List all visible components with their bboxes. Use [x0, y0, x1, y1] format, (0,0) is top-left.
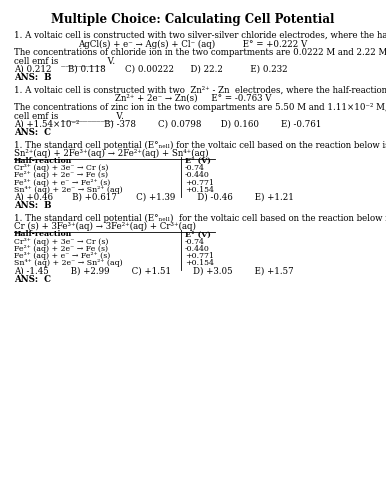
Text: The concentrations of chloride ion in the two compartments are 0.0222 M and 2.22: The concentrations of chloride ion in th…	[14, 48, 386, 57]
Text: A) 0.212      B) 0.118       C) 0.00222      D) 22.2          E) 0.232: A) 0.212 B) 0.118 C) 0.00222 D) 22.2 E) …	[14, 65, 288, 74]
Text: 1. A voltaic cell is constructed with two silver-silver chloride electrodes, whe: 1. A voltaic cell is constructed with tw…	[14, 31, 386, 40]
Text: The concentrations of zinc ion in the two compartments are 5.50 M and 1.11×10⁻² : The concentrations of zinc ion in the tw…	[14, 102, 386, 112]
Text: +0.771: +0.771	[185, 252, 214, 260]
Text: ANS:  B: ANS: B	[14, 202, 51, 210]
Text: -0.74: -0.74	[185, 164, 205, 172]
Text: Half-reaction: Half-reaction	[14, 157, 72, 165]
Text: E° (V): E° (V)	[185, 230, 211, 238]
Text: Multiple Choice: Calculating Cell Potential: Multiple Choice: Calculating Cell Potent…	[51, 13, 335, 26]
Text: Fe²⁺ (aq) + 2e⁻ → Fe (s): Fe²⁺ (aq) + 2e⁻ → Fe (s)	[14, 172, 108, 179]
Text: Fe²⁺ (aq) + 2e⁻ → Fe (s): Fe²⁺ (aq) + 2e⁻ → Fe (s)	[14, 245, 108, 253]
Text: Sn⁴⁺ (aq) + 2e⁻ → Sn²⁺ (aq): Sn⁴⁺ (aq) + 2e⁻ → Sn²⁺ (aq)	[14, 260, 123, 268]
Text: Fe³⁺ (aq) + e⁻ → Fe²⁺ (s): Fe³⁺ (aq) + e⁻ → Fe²⁺ (s)	[14, 252, 110, 260]
Text: AgCl(s) + e⁻ → Ag(s) + Cl⁻ (aq)          E° = +0.222 V: AgCl(s) + e⁻ → Ag(s) + Cl⁻ (aq) E° = +0.…	[78, 40, 308, 48]
Text: 1. The standard cell potential (E°ₙₑₗₗ) for the voltaic cell based on the reacti: 1. The standard cell potential (E°ₙₑₗₗ) …	[14, 140, 386, 150]
Text: 1. A voltaic cell is constructed with two  Zn²⁺ - Zn  electrodes, where the half: 1. A voltaic cell is constructed with tw…	[14, 86, 386, 94]
Text: Sn²⁺(aq) + 2Fe³⁺(aq) → 2Fe²⁺(aq) + Sn⁴⁺(aq): Sn²⁺(aq) + 2Fe³⁺(aq) → 2Fe²⁺(aq) + Sn⁴⁺(…	[14, 148, 208, 158]
Text: A) +0.46       B) +0.617       C) +1.39        D) -0.46        E) +1.21: A) +0.46 B) +0.617 C) +1.39 D) -0.46 E) …	[14, 193, 294, 202]
Text: -0.440: -0.440	[185, 172, 210, 179]
Text: Sn⁴⁺ (aq) + 2e⁻ → Sn²⁺ (aq): Sn⁴⁺ (aq) + 2e⁻ → Sn²⁺ (aq)	[14, 186, 123, 194]
Text: A) -1.45        B) +2.99        C) +1.51        D) +3.05        E) +1.57: A) -1.45 B) +2.99 C) +1.51 D) +3.05 E) +…	[14, 266, 294, 276]
Text: Cr (s) + 3Fe³⁺(aq) → 3Fe²⁺(aq) + Cr³⁺(aq): Cr (s) + 3Fe³⁺(aq) → 3Fe²⁺(aq) + Cr³⁺(aq…	[14, 222, 196, 231]
Text: +0.154: +0.154	[185, 186, 214, 194]
Text: ANS:  B: ANS: B	[14, 74, 51, 82]
Text: Half-reaction: Half-reaction	[14, 230, 72, 238]
Text: -0.74: -0.74	[185, 238, 205, 246]
Text: cell emf is __________ V.: cell emf is __________ V.	[14, 56, 115, 66]
Text: Cr³⁺ (aq) + 3e⁻ → Cr (s): Cr³⁺ (aq) + 3e⁻ → Cr (s)	[14, 164, 108, 172]
Text: ANS:  C: ANS: C	[14, 275, 51, 284]
Text: -0.440: -0.440	[185, 245, 210, 253]
Text: A) +1.54×10⁻²         B) -378        C) 0.0798       D) 0.160        E) -0.761: A) +1.54×10⁻² B) -378 C) 0.0798 D) 0.160…	[14, 120, 322, 128]
Text: Cr³⁺ (aq) + 3e⁻ → Cr (s): Cr³⁺ (aq) + 3e⁻ → Cr (s)	[14, 238, 108, 246]
Text: Fe³⁺ (aq) + e⁻ → Fe²⁺ (s): Fe³⁺ (aq) + e⁻ → Fe²⁺ (s)	[14, 178, 110, 186]
Text: Zn²⁺ + 2e⁻ → Zn(s)     E° = -0.763 V: Zn²⁺ + 2e⁻ → Zn(s) E° = -0.763 V	[115, 94, 271, 103]
Text: E° (V): E° (V)	[185, 157, 211, 165]
Text: ANS:  C: ANS: C	[14, 128, 51, 137]
Text: cell emf is ____________ V.: cell emf is ____________ V.	[14, 111, 124, 120]
Text: +0.771: +0.771	[185, 178, 214, 186]
Text: +0.154: +0.154	[185, 260, 214, 268]
Text: 1. The standard cell potential (E°ₙₑₗₗ)  for the voltaic cell based on the react: 1. The standard cell potential (E°ₙₑₗₗ) …	[14, 214, 386, 222]
